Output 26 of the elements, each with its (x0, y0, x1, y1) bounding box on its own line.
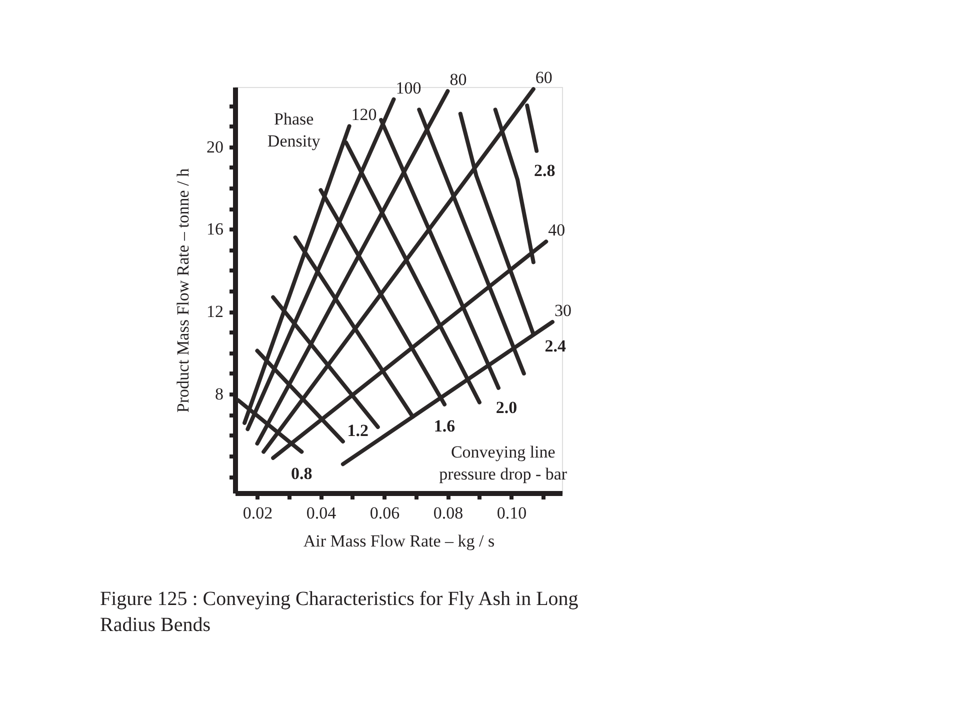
series-label: 2.0 (496, 398, 518, 417)
text: Figure 125 : Conveying Characteristics for Fly Ash in Long Radius Bends (100, 588, 578, 636)
y-axis-title: Product Mass Flow Rate – tonne / h (174, 168, 192, 413)
series-label: 2.4 (544, 336, 567, 356)
y-tick-label: 16 (206, 220, 224, 239)
series-label: 30 (554, 300, 572, 320)
annotation: Conveying line pressure drop - bar (439, 442, 568, 484)
y-tick-label: 20 (206, 137, 224, 156)
x-tick-label: 0.10 (496, 504, 527, 522)
series-label: 1.2 (347, 421, 368, 440)
series-label: 2.8 (534, 160, 556, 180)
x-tick-label: 0.08 (433, 504, 464, 522)
x-tick-label: 0.06 (370, 504, 400, 522)
series-label: 0.8 (291, 464, 312, 483)
series-label: 40 (548, 220, 566, 240)
series-label: 120 (351, 105, 377, 124)
series-label: 1.6 (434, 416, 456, 436)
x-tick-label: 0.04 (306, 504, 337, 522)
y-tick-label: 8 (215, 384, 224, 404)
series-label: 80 (450, 70, 467, 90)
series-label: 100 (396, 78, 422, 98)
annotation: Phase Density (267, 109, 321, 150)
series-label: 60 (535, 68, 552, 88)
x-axis-title: Air Mass Flow Rate – kg / s (303, 532, 495, 550)
x-tick-label: 0.02 (242, 504, 273, 522)
y-tick-label: 12 (206, 302, 224, 322)
